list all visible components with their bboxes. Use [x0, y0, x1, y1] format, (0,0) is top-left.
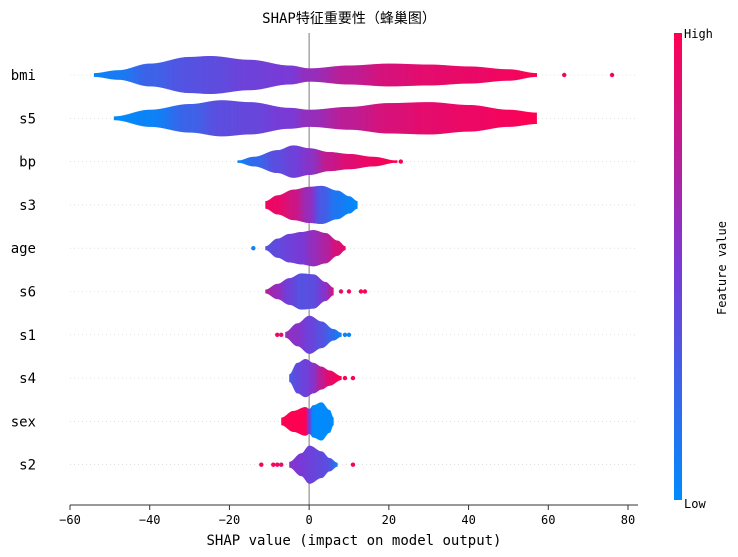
- x-tick-label-0: 0: [306, 513, 313, 527]
- feature-label-s2: s2: [19, 458, 36, 474]
- feature-labels: bmi s5 bp s3 age s6 s1 s4 sex s2: [11, 68, 36, 474]
- violin-age: [265, 230, 346, 267]
- outlier-s1-2: [342, 332, 348, 337]
- x-tick-label--60: −60: [59, 513, 81, 527]
- violin-s3: [265, 185, 358, 224]
- violin-s4: [289, 359, 342, 398]
- feature-label-bmi: bmi: [11, 68, 36, 84]
- feature-label-s4: s4: [19, 371, 36, 387]
- feature-label-s5: s5: [19, 111, 36, 127]
- violin-s6: [265, 273, 334, 310]
- outlier-bmi-0: [562, 72, 567, 78]
- violins: [93, 56, 537, 484]
- violin-s1: [285, 315, 342, 354]
- outlier-s6-1: [346, 289, 352, 294]
- x-tick-label-20: 20: [382, 513, 396, 527]
- colorbar-high-label: High: [684, 27, 713, 41]
- violin-bmi: [93, 56, 537, 94]
- feature-label-s6: s6: [19, 285, 36, 301]
- outlier-s1-3: [346, 332, 352, 337]
- outlier-s6-2: [358, 289, 364, 294]
- violin-s5: [113, 100, 537, 137]
- outlier-points: [251, 72, 615, 467]
- outlier-s1-0: [275, 332, 280, 337]
- feature-label-bp: bp: [19, 155, 36, 171]
- outlier-s2-1: [271, 462, 276, 467]
- x-tick-label--40: −40: [139, 513, 161, 527]
- outlier-bp-0: [398, 159, 404, 164]
- x-tick-label-40: 40: [461, 513, 475, 527]
- violin-sex: [281, 402, 334, 441]
- violin-s2: [289, 445, 338, 484]
- outlier-s1-1: [279, 332, 284, 337]
- feature-label-s1: s1: [19, 328, 36, 344]
- chart-title: SHAP特征重要性（蜂巢图）: [262, 11, 436, 27]
- x-tick-label--20: −20: [219, 513, 241, 527]
- x-axis-label: SHAP value (impact on model output): [206, 533, 501, 549]
- violin-bp: [237, 145, 398, 178]
- outlier-s2-4: [350, 462, 356, 467]
- feature-label-age: age: [11, 241, 36, 257]
- outlier-s6-0: [338, 289, 344, 294]
- outlier-s2-2: [275, 462, 280, 467]
- outlier-s2-0: [259, 462, 264, 467]
- x-tick-label-80: 80: [621, 513, 635, 527]
- outlier-s4-0: [342, 375, 348, 381]
- feature-gridlines: [70, 74, 638, 466]
- outlier-age-0: [251, 246, 256, 251]
- feature-label-sex: sex: [11, 414, 36, 430]
- outlier-s6-3: [362, 289, 368, 294]
- outlier-bmi-1: [609, 72, 615, 78]
- colorbar: [674, 33, 682, 500]
- colorbar-title: Feature value: [715, 221, 729, 315]
- x-axis-ticks: −60 −40 −20 0 20 40 60 80: [59, 505, 635, 527]
- feature-label-s3: s3: [19, 198, 36, 214]
- x-tick-label-60: 60: [541, 513, 555, 527]
- outlier-s4-1: [350, 375, 356, 381]
- outlier-s2-3: [279, 462, 284, 467]
- colorbar-low-label: Low: [684, 497, 706, 511]
